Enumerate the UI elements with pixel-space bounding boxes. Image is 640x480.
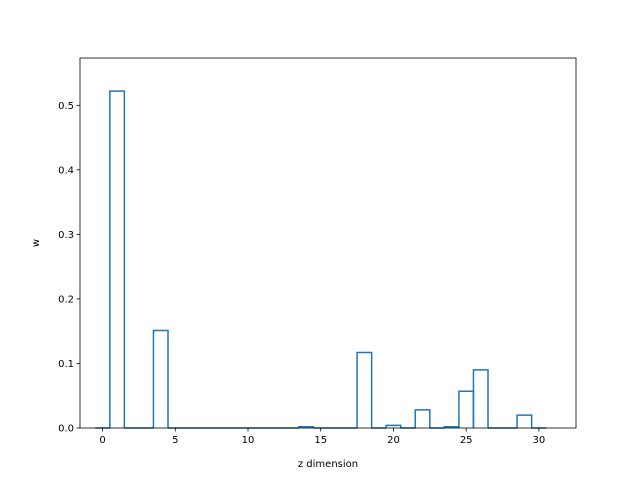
y-tick-label: 0.3 <box>58 230 74 241</box>
y-tick-label: 0.0 <box>58 424 74 435</box>
x-tick-label: 0 <box>99 435 105 446</box>
bar-1 <box>109 90 126 428</box>
x-tick-label: 30 <box>533 435 546 446</box>
y-tick-label: 0.5 <box>58 101 74 112</box>
x-axis-label: z dimension <box>298 459 358 470</box>
y-tick-label: 0.2 <box>58 294 74 305</box>
bar-18 <box>356 351 373 428</box>
x-tick-label: 15 <box>314 435 327 446</box>
y-axis-label: w <box>31 239 42 247</box>
plot-background <box>80 58 576 428</box>
x-tick-label: 10 <box>242 435 255 446</box>
y-axis-ticks: 0.0 0.1 0.2 0.3 0.4 0.5 <box>58 101 80 435</box>
bar-26 <box>472 369 489 428</box>
plot-frame <box>79 57 577 429</box>
x-tick-label: 5 <box>172 435 178 446</box>
bar-22 <box>414 409 431 428</box>
bar-29 <box>516 414 533 428</box>
x-tick-label: 20 <box>387 435 400 446</box>
x-axis-ticks: 0 5 10 15 20 25 30 <box>99 428 545 446</box>
y-tick-label: 0.4 <box>58 165 74 176</box>
x-tick-label: 25 <box>460 435 473 446</box>
bar-20 <box>385 424 402 428</box>
bar-4 <box>152 329 169 428</box>
y-tick-label: 0.1 <box>58 359 74 370</box>
